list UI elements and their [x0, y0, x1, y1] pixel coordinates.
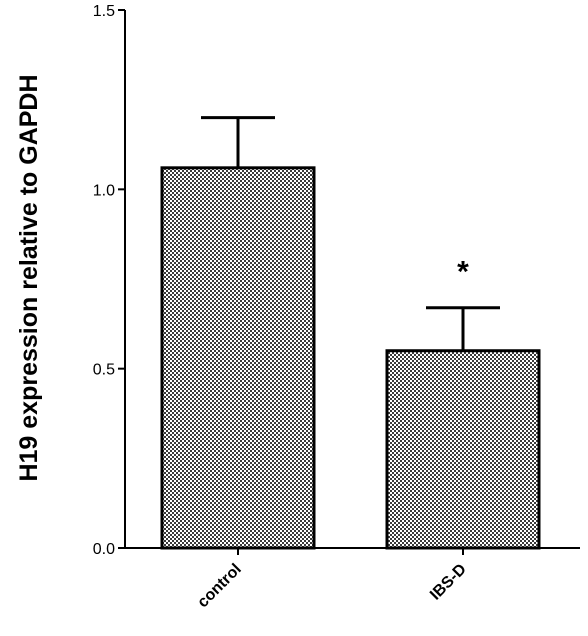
- y-tick-label: 0.5: [93, 362, 115, 379]
- y-tick-label: 0.0: [93, 541, 115, 558]
- x-tick-label: IBS-D: [427, 561, 470, 604]
- significance-marker: *: [457, 256, 469, 289]
- y-axis-title: H19 expression relative to GAPDH: [15, 74, 43, 481]
- y-tick-label: 1.5: [93, 3, 115, 20]
- x-tick-label: control: [194, 561, 244, 611]
- plot-area: 0.0 0.5 1.0 1.5 control IBS-D *: [93, 3, 580, 611]
- bar: [385, 349, 541, 550]
- bar: [160, 166, 316, 550]
- y-tick-label: 1.0: [93, 182, 115, 199]
